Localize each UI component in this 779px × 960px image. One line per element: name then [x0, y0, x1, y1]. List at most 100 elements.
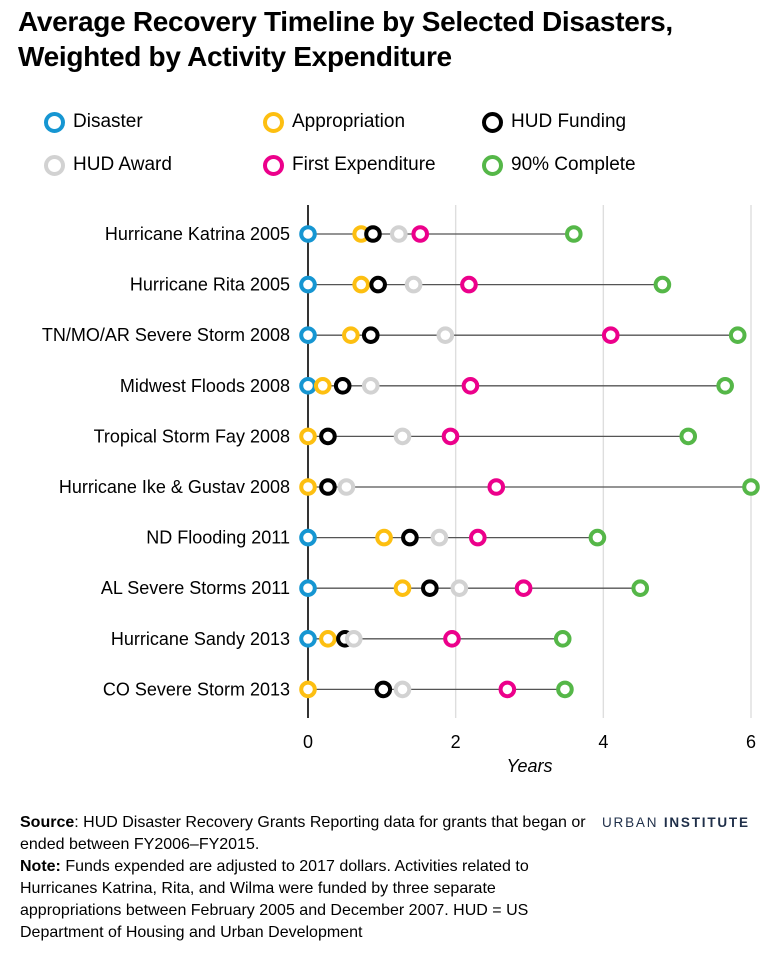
- dot-disaster-hurricane-katrina-2005: [299, 225, 317, 243]
- dot-disaster-hurricane-sandy-2013: [299, 630, 317, 648]
- dot-hud-award-co-severe-storm-2013: [393, 680, 412, 699]
- legend-item-hud-funding: HUD Funding: [482, 110, 626, 134]
- dot-hud-award-tn-mo-ar-severe-storm-2008: [436, 326, 455, 345]
- dot-appropriation-midwest-floods-2008: [313, 377, 332, 395]
- category-label-hurricane-katrina-2005: Hurricane Katrina 2005: [105, 224, 290, 244]
- legend-marker-hud-award: [44, 154, 65, 176]
- category-label-hurricane-rita-2005: Hurricane Rita 2005: [130, 275, 290, 295]
- legend-marker-appropriation: [263, 111, 284, 133]
- x-tick-label-4: 4: [598, 732, 608, 752]
- dot-complete-90-hurricane-rita-2005: [653, 275, 672, 294]
- dot-hud-funding-nd-flooding-2011: [401, 528, 419, 547]
- source-label: Source: [20, 814, 75, 831]
- dot-hud-funding-co-severe-storm-2013: [374, 680, 393, 699]
- legend-label-disaster: Disaster: [73, 111, 143, 132]
- dot-first-expenditure-hurricane-sandy-2013: [443, 630, 461, 648]
- chart-title-line-2: Weighted by Activity Expenditure: [18, 41, 452, 72]
- dot-appropriation-co-severe-storm-2013: [299, 680, 317, 699]
- dot-appropriation-hurricane-rita-2005: [352, 275, 370, 294]
- dot-hud-funding-hurricane-katrina-2005: [364, 225, 382, 243]
- dot-appropriation-tropical-storm-fay-2008: [299, 427, 317, 446]
- dot-hud-award-nd-flooding-2011: [430, 528, 449, 547]
- dot-appropriation-tn-mo-ar-severe-storm-2008: [342, 326, 360, 345]
- dot-appropriation-nd-flooding-2011: [375, 528, 393, 547]
- note: Note: Funds expended are adjusted to 201…: [20, 856, 590, 944]
- legend-item-90-complete: 90% Complete: [482, 153, 636, 177]
- legend-marker-90-complete: [482, 154, 503, 176]
- dot-first-expenditure-hurricane-ike-gustav-2008: [487, 478, 506, 496]
- dot-timeline-chart: 0 2 4 6 Years Hurricane Katrina 2005 Hurricane…: [42, 205, 760, 776]
- legend-label-first-expenditure: First Expenditure: [292, 154, 436, 175]
- legend-label-hud-funding: HUD Funding: [511, 111, 627, 132]
- dot-appropriation-al-severe-storms-2011: [393, 579, 412, 598]
- dot-hud-award-midwest-floods-2008: [361, 377, 380, 395]
- dot-first-expenditure-tn-mo-ar-severe-storm-2008: [601, 326, 620, 345]
- category-label-tropical-storm-fay-2008: Tropical Storm Fay 2008: [94, 426, 290, 446]
- note-label: Note:: [20, 858, 61, 875]
- dot-hud-funding-tn-mo-ar-severe-storm-2008: [361, 326, 380, 345]
- category-label-co-severe-storm-2013: CO Severe Storm 2013: [103, 679, 290, 699]
- chart-title: Average Recovery Timeline by Selected Di…: [18, 4, 768, 74]
- dot-first-expenditure-tropical-storm-fay-2008: [441, 427, 460, 446]
- legend-item-first-expenditure: First Expenditure: [263, 153, 436, 177]
- chart-title-line-1: Average Recovery Timeline by Selected Di…: [18, 6, 673, 37]
- dot-complete-90-tropical-storm-fay-2008: [679, 427, 698, 446]
- dot-hud-funding-tropical-storm-fay-2008: [319, 427, 337, 446]
- legend-item-appropriation: Appropriation: [263, 110, 405, 134]
- dot-first-expenditure-hurricane-rita-2005: [460, 275, 478, 294]
- dot-first-expenditure-midwest-floods-2008: [461, 377, 480, 395]
- dot-complete-90-hurricane-katrina-2005: [565, 225, 583, 243]
- source-text: : HUD Disaster Recovery Grants Reporting…: [20, 814, 586, 853]
- logo-part-urban: URBAN: [602, 815, 659, 830]
- dot-first-expenditure-hurricane-katrina-2005: [411, 225, 430, 243]
- dot-disaster-tn-mo-ar-severe-storm-2008: [299, 326, 317, 345]
- category-label-al-severe-storms-2011: AL Severe Storms 2011: [101, 578, 290, 598]
- x-tick-label-0: 0: [303, 732, 313, 752]
- dot-first-expenditure-nd-flooding-2011: [469, 528, 487, 547]
- category-label-nd-flooding-2011: ND Flooding 2011: [146, 528, 290, 548]
- dot-hud-award-hurricane-ike-gustav-2008: [337, 478, 356, 496]
- legend-marker-hud-funding: [482, 111, 503, 133]
- dot-hud-award-hurricane-katrina-2005: [390, 225, 408, 243]
- category-label-tn-mo-ar-severe-storm-2008: TN/MO/AR Severe Storm 2008: [42, 325, 290, 345]
- dot-hud-award-hurricane-sandy-2013: [344, 630, 363, 648]
- dot-complete-90-midwest-floods-2008: [716, 377, 734, 395]
- urban-institute-logo: URBAN INSTITUTE: [602, 815, 750, 830]
- legend-item-hud-award: HUD Award: [44, 153, 172, 177]
- dot-hud-funding-al-severe-storms-2011: [421, 579, 439, 598]
- x-tick-label-2: 2: [451, 732, 461, 752]
- dot-disaster-al-severe-storms-2011: [299, 579, 317, 598]
- x-axis-label: Years: [506, 756, 552, 776]
- category-label-hurricane-sandy-2013: Hurricane Sandy 2013: [111, 629, 290, 649]
- legend-marker-first-expenditure: [263, 154, 284, 176]
- x-tick-label-6: 6: [746, 732, 756, 752]
- dot-first-expenditure-al-severe-storms-2011: [514, 579, 533, 598]
- dot-complete-90-hurricane-sandy-2013: [553, 630, 572, 648]
- dot-disaster-hurricane-rita-2005: [299, 275, 317, 294]
- dot-complete-90-tn-mo-ar-severe-storm-2008: [728, 326, 747, 345]
- legend-label-90-complete: 90% Complete: [511, 154, 636, 175]
- dot-complete-90-co-severe-storm-2013: [556, 680, 574, 699]
- logo-part-institute: INSTITUTE: [663, 815, 750, 830]
- dot-hud-award-al-severe-storms-2011: [450, 579, 469, 598]
- dot-disaster-midwest-floods-2008: [299, 377, 317, 395]
- dot-hud-award-tropical-storm-fay-2008: [393, 427, 412, 446]
- legend-label-appropriation: Appropriation: [292, 111, 406, 132]
- legend-label-hud-award: HUD Award: [73, 154, 172, 175]
- note-text: Funds expended are adjusted to 2017 doll…: [20, 858, 529, 941]
- dot-appropriation-hurricane-sandy-2013: [319, 630, 337, 648]
- category-label-midwest-floods-2008: Midwest Floods 2008: [120, 376, 290, 396]
- source-note: Source: HUD Disaster Recovery Grants Rep…: [20, 812, 590, 856]
- dot-appropriation-hurricane-ike-gustav-2008: [299, 478, 317, 496]
- dot-disaster-nd-flooding-2011: [299, 528, 317, 547]
- dot-hud-award-hurricane-rita-2005: [404, 275, 423, 294]
- dot-complete-90-hurricane-ike-gustav-2008: [742, 478, 760, 496]
- legend-item-disaster: Disaster: [44, 110, 143, 134]
- dot-first-expenditure-co-severe-storm-2013: [498, 680, 517, 699]
- dot-hud-funding-midwest-floods-2008: [333, 377, 352, 395]
- dot-hud-funding-hurricane-rita-2005: [369, 275, 387, 294]
- dot-complete-90-nd-flooding-2011: [588, 528, 607, 547]
- dot-hud-funding-hurricane-ike-gustav-2008: [319, 478, 337, 496]
- chart-notes: Source: HUD Disaster Recovery Grants Rep…: [20, 812, 590, 944]
- legend-marker-disaster: [44, 111, 65, 133]
